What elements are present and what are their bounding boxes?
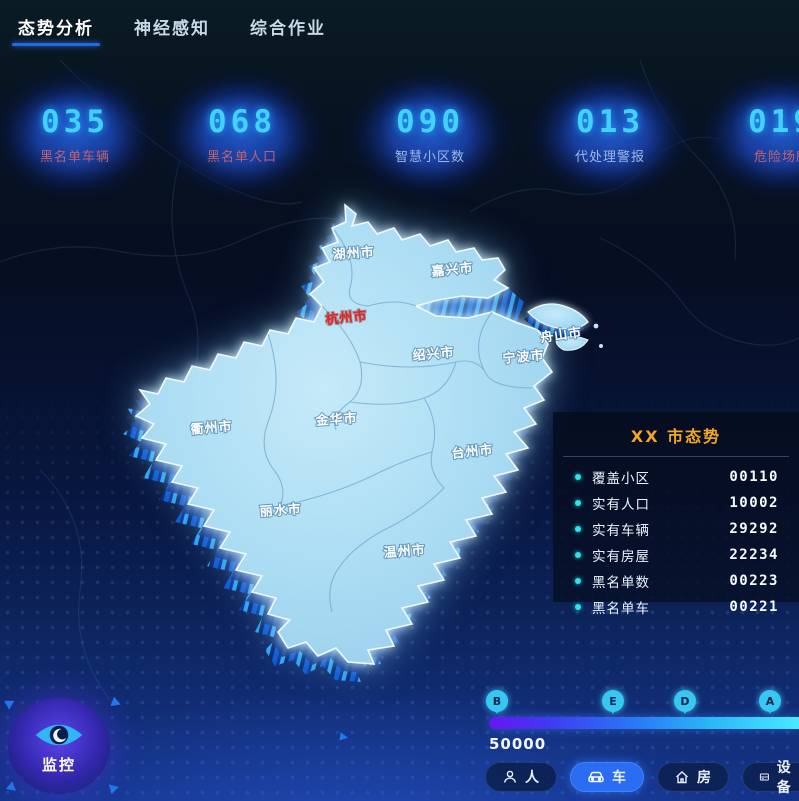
city-label-zhoushan[interactable]: 舟山市 [538,323,584,347]
filter-device-button[interactable]: 设备 [742,760,799,796]
city-label-hangzhou[interactable]: 杭州市 [324,307,369,329]
panel-divider [563,456,789,457]
city-label-wenzhou[interactable]: 温州市 [382,541,427,562]
slider-pin-a[interactable]: A [759,690,781,714]
filter-label: 设备 [776,760,792,796]
row-label: 实有车辆 [592,523,650,539]
city-label-taizhou[interactable]: 台州市 [450,441,495,463]
slider-pin-b[interactable]: B [486,690,508,714]
panel-row-actual-population: 实有人口 10002 [553,490,799,516]
panel-row-actual-houses: 实有房屋 22234 [553,542,799,568]
deco-triangle [339,732,349,742]
row-value: 00221 [729,599,779,615]
row-label: 实有人口 [592,497,650,513]
panel-row-covered-communities: 覆盖小区 00110 [553,464,799,490]
stat-dangerous-places: 019 危险场所 [693,64,799,204]
stat-label: 危险场所 [753,149,799,165]
city-label-jinhua[interactable]: 金华市 [313,409,359,430]
stat-value: 019 [748,103,799,140]
stat-blacklist-vehicles: 035 黑名单车辆 [0,64,164,204]
monitor-label: 监控 [41,755,76,774]
row-label: 黑名单车 [592,601,650,617]
stat-pending-alerts: 013 代处理警报 [521,64,699,204]
row-value: 00223 [729,573,779,589]
slider-pin-d[interactable]: D [674,690,696,714]
bullet-icon [575,500,581,506]
row-value: 29292 [729,521,779,537]
city-label-huzhou[interactable]: 湖州市 [331,243,376,264]
bullet-icon [575,578,581,584]
zhoushan-islands [524,303,603,351]
entity-filter-buttons: 人 车 房 设备 [485,760,799,796]
stat-label: 黑名单车辆 [39,149,110,165]
city-label-shaoxing[interactable]: 绍兴市 [411,343,456,365]
house-icon [676,771,688,784]
city-situation-panel: XX 市态势 覆盖小区 00110 实有人口 10002 实有车辆 29292 … [553,412,799,617]
row-value: 00110 [729,469,779,485]
city-label-lishui[interactable]: 丽水市 [258,500,303,521]
stat-value: 013 [576,103,644,140]
tab-situation-analysis[interactable]: 态势分析 [12,14,100,48]
city-label-jiaxing[interactable]: 嘉兴市 [429,259,475,281]
filter-label: 车 [612,770,627,786]
row-label: 实有房屋 [592,549,650,565]
filter-label: 人 [525,770,540,786]
person-icon [504,770,516,783]
row-label: 覆盖小区 [592,471,650,487]
panel-row-blacklist-vehicles: 黑名单车 00221 [553,594,799,620]
row-value: 22234 [729,547,779,563]
stat-value: 068 [208,103,276,140]
stat-label: 代处理警报 [574,149,645,165]
city-borders [263,229,533,613]
monitor-button[interactable]: 监控 [8,698,110,794]
province-body[interactable] [134,203,554,665]
car-icon [588,771,604,783]
top-nav: 态势分析 神经感知 综合作业 [0,0,799,48]
row-value: 10002 [729,495,779,511]
device-icon [759,773,769,781]
filter-label: 房 [697,770,712,786]
slider-value: 50000 [489,735,547,753]
city-label-ningbo[interactable]: 宁波市 [501,346,546,368]
panel-row-actual-vehicles: 实有车辆 29292 [553,516,799,542]
row-label: 黑名单数 [592,575,650,591]
filter-person-button[interactable]: 人 [485,762,557,792]
filter-house-button[interactable]: 房 [657,762,729,792]
stat-label: 智慧小区数 [394,149,465,165]
stat-label: 黑名单人口 [206,149,277,165]
bullet-icon [575,474,581,480]
tab-comprehensive-operations[interactable]: 综合作业 [250,19,326,39]
stat-smart-communities: 090 智慧小区数 [341,64,519,204]
tab-neural-perception[interactable]: 神经感知 [134,19,210,39]
bullet-icon [575,604,581,610]
slider-pin-e[interactable]: E [602,690,624,714]
range-slider-track[interactable] [489,717,799,729]
panel-title: XX 市态势 [630,427,722,446]
stat-value: 090 [396,103,464,140]
city-labels: 湖州市 嘉兴市 杭州市 绍兴市 宁波市 舟山市 衢州市 金华市 台州市 丽水市 … [189,243,584,562]
eye-icon [35,724,83,745]
stat-blacklist-people: 068 黑名单人口 [153,64,331,204]
bullet-icon [575,552,581,558]
stat-value: 035 [41,103,109,140]
bullet-icon [575,526,581,532]
city-label-quzhou[interactable]: 衢州市 [189,417,234,439]
panel-row-blacklist-count: 黑名单数 00223 [553,568,799,594]
filter-vehicle-button[interactable]: 车 [570,762,644,792]
